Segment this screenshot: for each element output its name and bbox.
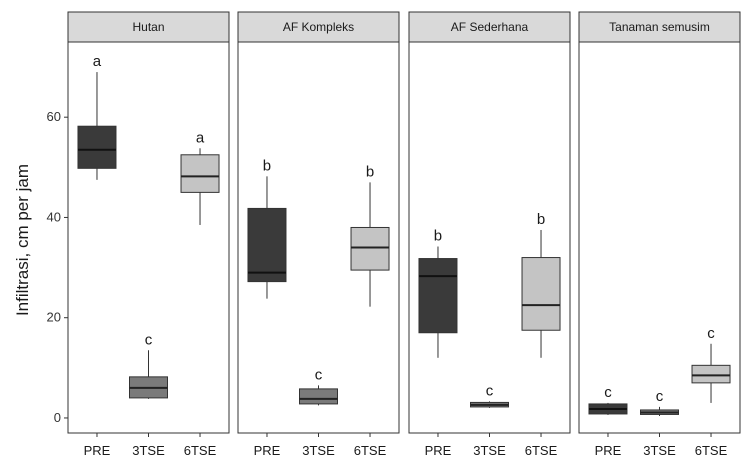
facet-strip	[408, 11, 571, 43]
box-3TSE: c	[299, 366, 338, 406]
x-tick-label: PRE	[84, 443, 111, 458]
significance-letter: c	[145, 331, 153, 348]
significance-letter: c	[604, 384, 612, 401]
y-tick-label: 40	[47, 209, 61, 224]
x-tick-label: 3TSE	[473, 443, 506, 458]
box-6TSE: a	[180, 129, 220, 225]
y-tick-label: 60	[47, 109, 61, 124]
box-6TSE: c	[691, 325, 731, 403]
y-tick-label: 20	[47, 310, 61, 325]
facet-title: AF Sederhana	[451, 20, 529, 34]
facet-panel-3: AF Sederhana b PRE c 3TSE b 6TSE	[408, 11, 571, 458]
facet-panel-2: AF Kompleks b PRE c 3TSE b 6TSE	[237, 11, 400, 458]
x-tick-label: 3TSE	[132, 443, 165, 458]
facet-panels: Hutan a PRE c 3TSE a 6TSE AF Kompleks b PRE c 3TSE b…	[67, 11, 741, 458]
facet-title: AF Kompleks	[283, 20, 354, 34]
x-tick-label: 6TSE	[184, 443, 217, 458]
significance-letter: c	[707, 325, 715, 342]
facet-title: Hutan	[132, 20, 164, 34]
significance-letter: c	[656, 388, 664, 405]
y-axis-title: Infiltrasi, cm per jam	[13, 164, 32, 316]
facet-title: Tanaman semusim	[609, 20, 710, 34]
box-iqr	[247, 207, 287, 283]
facet-strip	[67, 11, 230, 43]
significance-letter: b	[434, 228, 442, 245]
box-PRE: b	[247, 157, 287, 299]
box-iqr	[299, 388, 338, 405]
box-3TSE: c	[470, 382, 509, 408]
significance-letter: a	[196, 129, 205, 146]
box-PRE: a	[77, 53, 117, 180]
x-tick-label: 6TSE	[695, 443, 728, 458]
x-tick-label: PRE	[425, 443, 452, 458]
box-PRE: b	[418, 228, 458, 358]
x-tick-label: PRE	[254, 443, 281, 458]
x-tick-label: PRE	[595, 443, 622, 458]
box-6TSE: b	[350, 163, 390, 307]
box-3TSE: c	[640, 388, 679, 416]
y-axis: 0 20 40 60	[47, 109, 68, 425]
significance-letter: c	[315, 366, 323, 383]
y-tick-label: 0	[54, 410, 61, 425]
box-iqr	[77, 125, 117, 169]
box-iqr	[691, 364, 731, 384]
box-iqr	[418, 258, 458, 334]
box-PRE: c	[588, 384, 628, 415]
significance-letter: b	[263, 157, 271, 174]
box-6TSE: b	[521, 211, 561, 358]
x-tick-label: 6TSE	[354, 443, 387, 458]
facet-plot-area	[408, 41, 571, 434]
x-tick-label: 3TSE	[302, 443, 335, 458]
significance-letter: c	[486, 382, 494, 399]
box-iqr	[521, 257, 561, 331]
significance-letter: a	[93, 53, 102, 70]
facet-strip	[237, 11, 400, 43]
facet-panel-1: Hutan a PRE c 3TSE a 6TSE	[67, 11, 230, 458]
significance-letter: b	[537, 211, 545, 228]
box-iqr	[350, 226, 390, 271]
facet-panel-4: Tanaman semusim c PRE c 3TSE c 6TSE	[578, 11, 741, 458]
x-tick-label: 3TSE	[643, 443, 676, 458]
x-tick-label: 6TSE	[525, 443, 558, 458]
box-3TSE: c	[129, 331, 168, 399]
significance-letter: b	[366, 163, 374, 180]
box-iqr	[180, 154, 220, 193]
